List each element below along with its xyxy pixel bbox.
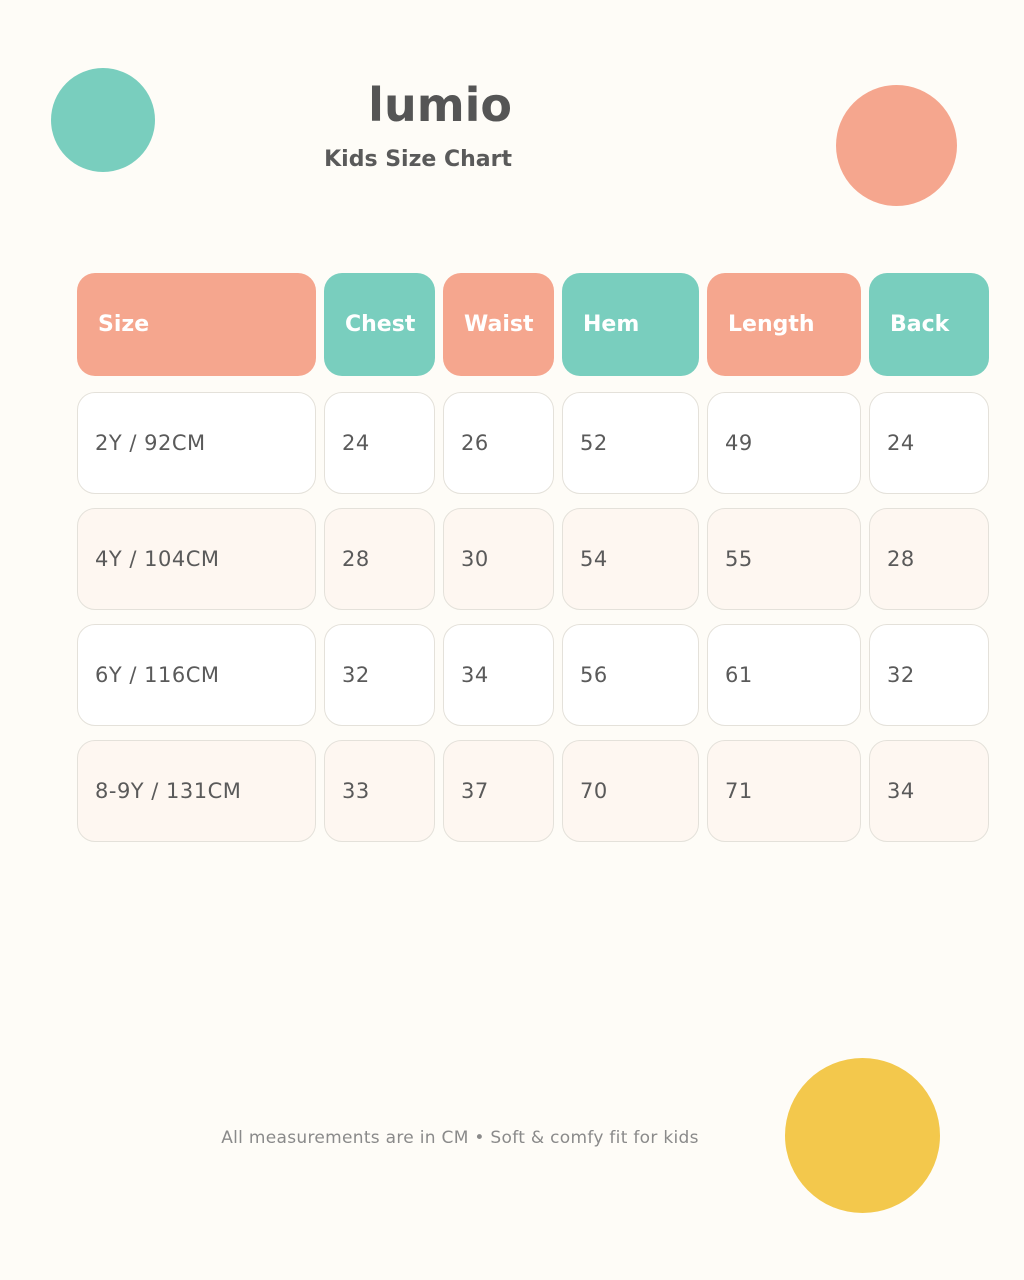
size-chart-table: Size Chest Waist Hem Length Back 2Y / 92…	[77, 273, 989, 856]
header-chest: Chest	[324, 273, 435, 376]
page-subtitle: Kids Size Chart	[324, 147, 512, 172]
cell-back: 34	[869, 740, 989, 842]
cell-size: 8-9Y / 131CM	[77, 740, 316, 842]
header-hem: Hem	[562, 273, 699, 376]
cell-hem: 70	[562, 740, 699, 842]
cell-size: 6Y / 116CM	[77, 624, 316, 726]
cell-hem: 56	[562, 624, 699, 726]
cell-hem: 52	[562, 392, 699, 494]
cell-size: 2Y / 92CM	[77, 392, 316, 494]
cell-chest: 32	[324, 624, 435, 726]
cell-chest: 24	[324, 392, 435, 494]
brand-logo-text: lumio	[368, 78, 512, 132]
cell-length: 49	[707, 392, 861, 494]
cell-chest: 33	[324, 740, 435, 842]
cell-hem: 54	[562, 508, 699, 610]
decorative-coral-circle	[836, 85, 957, 206]
header-length: Length	[707, 273, 861, 376]
header-size: Size	[77, 273, 316, 376]
cell-length: 61	[707, 624, 861, 726]
cell-back: 24	[869, 392, 989, 494]
cell-chest: 28	[324, 508, 435, 610]
cell-back: 32	[869, 624, 989, 726]
cell-size: 4Y / 104CM	[77, 508, 316, 610]
cell-waist: 37	[443, 740, 554, 842]
header-waist: Waist	[443, 273, 554, 376]
cell-length: 55	[707, 508, 861, 610]
cell-length: 71	[707, 740, 861, 842]
decorative-teal-circle	[51, 68, 155, 172]
cell-waist: 26	[443, 392, 554, 494]
cell-waist: 30	[443, 508, 554, 610]
footer-note: All measurements are in CM • Soft & comf…	[221, 1128, 699, 1148]
decorative-yellow-circle	[785, 1058, 940, 1213]
cell-waist: 34	[443, 624, 554, 726]
header-back: Back	[869, 273, 989, 376]
cell-back: 28	[869, 508, 989, 610]
